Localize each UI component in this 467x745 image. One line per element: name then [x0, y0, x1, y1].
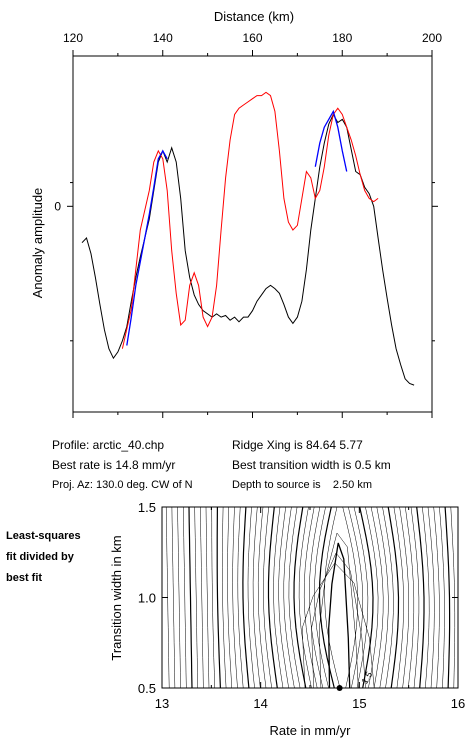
contour-line	[314, 506, 329, 689]
contour-line	[200, 506, 204, 689]
contour-line-major	[387, 506, 400, 689]
bottom-chart-y-tick-label: 1.5	[138, 500, 156, 515]
contour-line	[399, 506, 409, 689]
bottom-chart-y-label: Transition width in km	[109, 535, 124, 660]
contour-line-major	[267, 506, 278, 689]
contour-line	[324, 506, 341, 689]
top-chart-x-tick-label: 120	[63, 31, 83, 45]
contour-line	[273, 506, 284, 689]
contour-line	[263, 506, 272, 689]
contour-line	[283, 506, 295, 689]
bottom-chart-x-tick-label: 13	[155, 696, 169, 711]
contour-closed	[301, 562, 375, 689]
contour-line	[342, 506, 358, 689]
series-line-blue	[314, 109, 348, 172]
series-line-blue	[126, 149, 168, 346]
contour-closed	[311, 552, 366, 689]
contour-line	[427, 506, 435, 689]
contour-line	[177, 506, 181, 689]
contour-line	[393, 506, 404, 689]
contour-line	[298, 506, 312, 689]
top-chart-x-tick-label: 140	[153, 31, 173, 45]
contour-line	[288, 506, 301, 689]
contour-line-major	[216, 506, 221, 689]
projection-azimuth-label: Proj. Az: 130.0 deg. CW of N	[52, 479, 193, 491]
contour-line	[257, 506, 267, 689]
contour-line	[348, 506, 364, 689]
contour-line	[183, 506, 187, 689]
contour-line	[227, 506, 233, 689]
side-note-line: fit divided by	[6, 551, 74, 563]
contour-line	[232, 506, 238, 689]
contour-line	[353, 506, 369, 689]
side-note-line: best fit	[6, 572, 43, 584]
contour-line	[439, 506, 445, 689]
series-line-red	[121, 91, 379, 349]
top-chart-frame	[72, 55, 433, 413]
ridge-crossing-label: Ridge Xing is 84.64 5.77	[232, 438, 363, 452]
profile-label: Profile: arctic_40.chp	[52, 438, 165, 452]
bottom-chart-x-tick-label: 16	[451, 696, 465, 711]
contour-line	[376, 506, 389, 689]
top-chart-x-tick-label: 180	[332, 31, 352, 45]
contour-line	[433, 506, 440, 689]
contour-line	[171, 506, 176, 689]
contour-line	[422, 506, 430, 689]
contour-line	[205, 506, 210, 689]
contour-line-major	[293, 506, 307, 689]
contour-line	[237, 506, 244, 689]
contour-line	[309, 506, 324, 689]
bottom-chart-x-tick-label: 14	[253, 696, 267, 711]
contour-closed	[328, 542, 351, 689]
series-line-black	[81, 113, 415, 386]
contour-line	[194, 506, 198, 689]
contour-line	[405, 506, 415, 689]
best-transition-width-label: Best transition width is 0.5 km	[232, 458, 391, 472]
bottom-chart-y-tick-label: 0.5	[138, 681, 156, 696]
contour-line	[370, 506, 384, 689]
contour-line-major	[318, 506, 335, 689]
contour-closed	[319, 532, 359, 689]
top-chart-x-label: Distance (km)	[214, 9, 294, 24]
contour-line	[211, 506, 215, 689]
depth-to-source-label: Depth to source is 2.50 km	[232, 479, 373, 491]
top-chart-x-tick-label: 200	[422, 31, 442, 45]
contour-line-major	[242, 506, 250, 689]
contour-line	[365, 506, 379, 689]
top-chart-x-tick-label: 160	[242, 31, 262, 45]
bottom-chart-x-tick-label: 15	[352, 696, 366, 711]
bottom-chart-y-tick-label: 1.0	[138, 591, 156, 606]
contour-line-major	[444, 506, 451, 689]
contour-line	[303, 506, 318, 689]
contour-line	[247, 506, 255, 689]
top-chart-y-tick-label: 0	[54, 199, 61, 213]
contour-line-major	[416, 506, 425, 689]
contour-line	[410, 506, 420, 689]
contour-line-major	[188, 506, 193, 689]
best-rate-label: Best rate is 14.8 mm/yr	[52, 458, 176, 472]
side-note: Least-squares fit divided by best fit	[6, 526, 81, 589]
side-note-line: Least-squares	[6, 530, 81, 542]
contour-line	[252, 506, 261, 689]
contour-line-major	[359, 506, 374, 689]
top-chart-y-label: Anomaly amplitude	[30, 188, 45, 299]
contour-line	[222, 506, 227, 689]
contour-line	[382, 506, 394, 689]
contour-line	[278, 506, 289, 689]
contour-label: 1.5	[359, 670, 374, 686]
bottom-chart-x-label: Rate in mm/yr	[270, 723, 352, 738]
